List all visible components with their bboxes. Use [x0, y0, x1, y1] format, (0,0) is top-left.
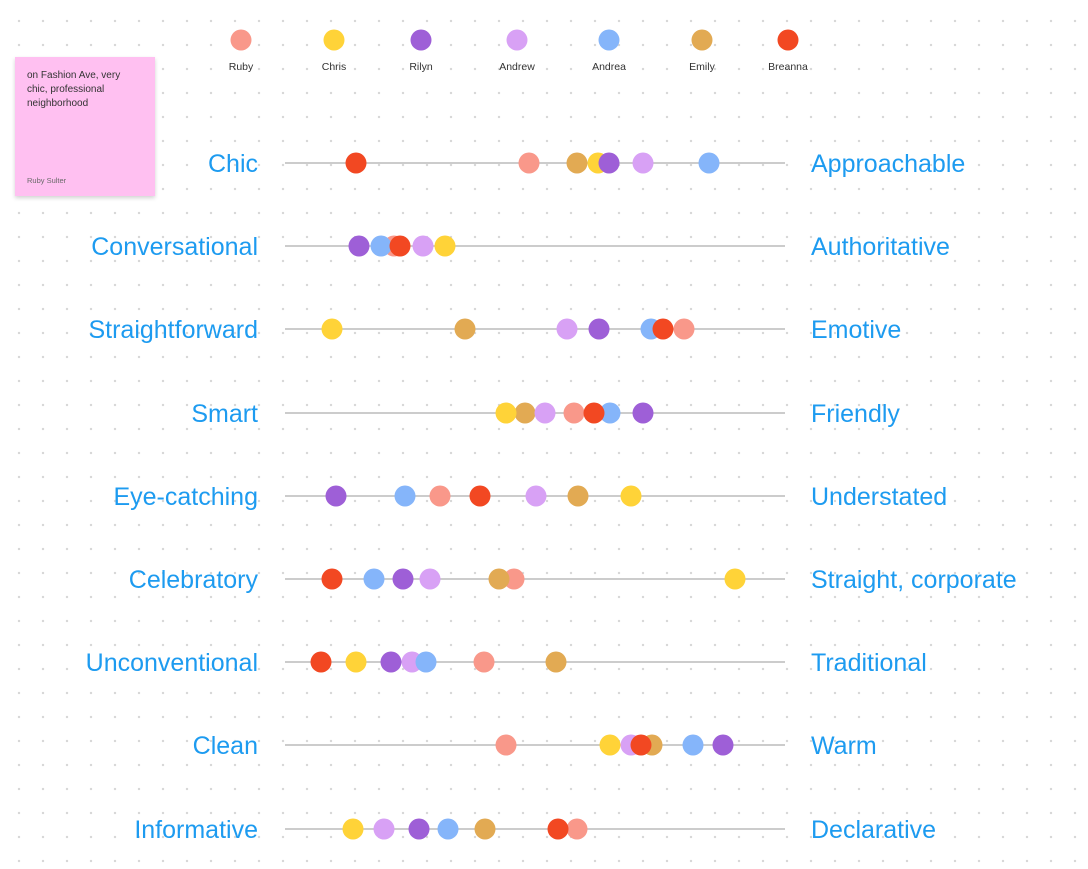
- scale-left-label: Straightforward: [88, 316, 258, 344]
- rating-dot-ruby[interactable]: [518, 152, 540, 174]
- rating-dot-emily[interactable]: [474, 818, 496, 840]
- rating-dot-breanna[interactable]: [310, 651, 332, 673]
- rating-dot-andrew[interactable]: [373, 818, 395, 840]
- legend-label-breanna: Breanna: [768, 61, 808, 73]
- rating-dot-breanna[interactable]: [469, 485, 491, 507]
- rating-dot-chris[interactable]: [342, 818, 364, 840]
- rating-dot-ruby[interactable]: [495, 734, 517, 756]
- rating-dot-ruby[interactable]: [503, 568, 525, 590]
- sticky-note-author: Ruby Sulter: [27, 176, 67, 185]
- scale-right-label: Straight, corporate: [811, 566, 1017, 594]
- rating-dot-rilyn[interactable]: [632, 402, 654, 424]
- rating-dot-chris[interactable]: [620, 485, 642, 507]
- rating-dot-chris[interactable]: [321, 318, 343, 340]
- legend-label-emily: Emily: [689, 61, 715, 73]
- legend-label-andrea: Andrea: [592, 61, 626, 73]
- rating-dot-rilyn[interactable]: [408, 818, 430, 840]
- rating-dot-emily[interactable]: [566, 152, 588, 174]
- rating-dot-breanna[interactable]: [389, 235, 411, 257]
- rating-dot-emily[interactable]: [454, 318, 476, 340]
- legend-label-chris: Chris: [322, 61, 347, 73]
- rating-dot-rilyn[interactable]: [598, 152, 620, 174]
- sticky-note-text: on Fashion Ave, very chic, professional …: [27, 70, 121, 109]
- rating-dot-chris[interactable]: [724, 568, 746, 590]
- scale-left-label: Unconventional: [86, 649, 258, 677]
- scale-left-label: Conversational: [91, 233, 258, 261]
- scale-left-label: Celebratory: [129, 566, 259, 594]
- rating-dot-rilyn[interactable]: [348, 235, 370, 257]
- legend-dot-rilyn: [410, 29, 432, 51]
- rating-dot-ruby[interactable]: [473, 651, 495, 673]
- rating-dot-chris[interactable]: [345, 651, 367, 673]
- rating-dot-chris[interactable]: [495, 402, 517, 424]
- scale-right-label: Traditional: [811, 649, 927, 677]
- sticky-note[interactable]: on Fashion Ave, very chic, professional …: [15, 57, 155, 196]
- rating-dot-chris[interactable]: [599, 734, 621, 756]
- rating-dot-andrew[interactable]: [412, 235, 434, 257]
- rating-dot-breanna[interactable]: [547, 818, 569, 840]
- scale-right-label: Declarative: [811, 816, 936, 844]
- rating-dot-ruby[interactable]: [429, 485, 451, 507]
- rating-dot-ruby[interactable]: [563, 402, 585, 424]
- scale-right-label: Warm: [811, 732, 877, 760]
- rating-dot-ruby[interactable]: [673, 318, 695, 340]
- legend-dot-andrea: [598, 29, 620, 51]
- rating-dot-andrea[interactable]: [415, 651, 437, 673]
- legend-dot-andrew: [506, 29, 528, 51]
- rating-dot-andrea[interactable]: [363, 568, 385, 590]
- rating-dot-andrea[interactable]: [394, 485, 416, 507]
- legend-dot-breanna: [777, 29, 799, 51]
- rating-dot-rilyn[interactable]: [712, 734, 734, 756]
- rating-dot-andrew[interactable]: [534, 402, 556, 424]
- scale-left-label: Clean: [193, 732, 258, 760]
- rating-dot-rilyn[interactable]: [392, 568, 414, 590]
- legend-dot-ruby: [230, 29, 252, 51]
- rating-dot-rilyn[interactable]: [588, 318, 610, 340]
- rating-dot-andrew[interactable]: [419, 568, 441, 590]
- rating-dot-andrew[interactable]: [525, 485, 547, 507]
- rating-dot-breanna[interactable]: [652, 318, 674, 340]
- rating-dot-andrea[interactable]: [370, 235, 392, 257]
- scale-left-label: Chic: [208, 150, 258, 178]
- scale-left-label: Smart: [191, 400, 258, 428]
- rating-dot-breanna[interactable]: [583, 402, 605, 424]
- rating-dot-rilyn[interactable]: [380, 651, 402, 673]
- rating-dot-andrea[interactable]: [599, 402, 621, 424]
- rating-dot-chris[interactable]: [434, 235, 456, 257]
- scale-right-label: Emotive: [811, 316, 901, 344]
- rating-dot-breanna[interactable]: [345, 152, 367, 174]
- legend-label-ruby: Ruby: [229, 61, 254, 73]
- rating-dot-andrea[interactable]: [437, 818, 459, 840]
- scale-left-label: Eye-catching: [113, 483, 258, 511]
- rating-dot-emily[interactable]: [567, 485, 589, 507]
- rating-dot-breanna[interactable]: [321, 568, 343, 590]
- rating-dot-emily[interactable]: [514, 402, 536, 424]
- scale-right-label: Understated: [811, 483, 947, 511]
- scale-right-label: Authoritative: [811, 233, 950, 261]
- rating-dot-andrea[interactable]: [698, 152, 720, 174]
- scale-right-label: Friendly: [811, 400, 900, 428]
- rating-dot-rilyn[interactable]: [325, 485, 347, 507]
- legend-label-rilyn: Rilyn: [409, 61, 432, 73]
- legend-dot-emily: [691, 29, 713, 51]
- scale-left-label: Informative: [134, 816, 258, 844]
- scale-right-label: Approachable: [811, 150, 965, 178]
- legend-label-andrew: Andrew: [499, 61, 535, 73]
- rating-dot-emily[interactable]: [545, 651, 567, 673]
- rating-dot-andrew[interactable]: [556, 318, 578, 340]
- legend-dot-chris: [323, 29, 345, 51]
- rating-dot-ruby[interactable]: [566, 818, 588, 840]
- rating-dot-andrew[interactable]: [632, 152, 654, 174]
- rating-dot-emily[interactable]: [488, 568, 510, 590]
- rating-dot-andrea[interactable]: [682, 734, 704, 756]
- rating-dot-breanna[interactable]: [630, 734, 652, 756]
